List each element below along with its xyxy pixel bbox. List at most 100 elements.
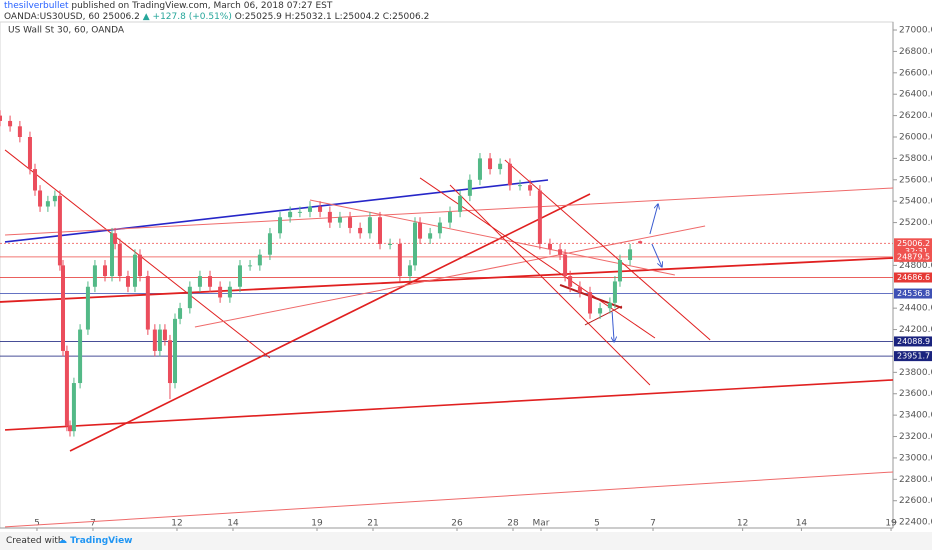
trend-line [584, 305, 623, 326]
trend-line [5, 187, 894, 236]
candle-body [388, 243, 393, 245]
candle-body [103, 265, 108, 277]
arrow [651, 243, 662, 267]
y-tick-label: 26200.0 [899, 111, 932, 121]
candle-body [348, 217, 353, 228]
candle-body [57, 195, 62, 266]
price-label-box [894, 351, 932, 362]
candle-body [113, 233, 118, 244]
candle-body [563, 254, 568, 277]
candle-body [377, 217, 382, 244]
candle-body [327, 211, 332, 223]
chart-title: US Wall St 30, 60, OANDA [8, 26, 125, 36]
price-label: 24088.9 [897, 337, 930, 346]
candle-body [33, 169, 38, 191]
brand-name: TradingView [70, 536, 133, 546]
candle-body [577, 286, 582, 293]
candle-body [612, 281, 617, 303]
y-tick-label: 25600.0 [899, 175, 932, 185]
candle-body [558, 249, 563, 255]
y-tick-label: 23200.0 [899, 432, 932, 442]
price-label: 24536.8 [897, 289, 930, 298]
author[interactable]: thesilverbullet [4, 1, 69, 11]
candle-body [237, 265, 242, 287]
candle-body [218, 286, 223, 298]
candle-body [638, 241, 643, 244]
candle-body [397, 243, 402, 277]
candle-body [358, 227, 363, 234]
y-tick-label: 26600.0 [899, 68, 932, 78]
candle-body [307, 206, 312, 212]
candle-body [537, 190, 542, 244]
x-tick-label: 21 [367, 519, 378, 529]
candle-body [628, 249, 633, 261]
candle-body [367, 217, 372, 234]
candle-body [45, 201, 50, 207]
candle-body [52, 195, 57, 202]
candle-body [448, 211, 453, 223]
candle-body [288, 211, 293, 218]
price-label: 24686.6 [897, 273, 930, 282]
price-label-box [894, 288, 932, 299]
last: 25006.2 [102, 12, 140, 22]
price-label-box [894, 238, 932, 249]
quote-line: OANDA:US30USD, 60 25006.2 ▲ +127.8 (+0.5… [4, 12, 429, 23]
y-tick-label: 26400.0 [899, 90, 932, 100]
x-tick-label: 12 [737, 519, 748, 529]
trend-line [4, 179, 549, 243]
candle-body [110, 233, 115, 277]
x-tick-label: Mar [533, 519, 550, 529]
trend-line [449, 184, 651, 386]
y-tick-label: 27000.0 [899, 26, 932, 36]
candle-body [477, 158, 482, 180]
candle-body [38, 190, 43, 207]
candle-body [607, 302, 612, 309]
y-tick-label: 25400.0 [899, 197, 932, 207]
brand[interactable]: ☁ TradingView [58, 536, 133, 546]
candle-body [68, 425, 73, 432]
price-label-box [894, 251, 932, 262]
x-tick-label: 5 [34, 519, 40, 529]
trend-line [69, 193, 591, 452]
candle-body [257, 254, 262, 266]
candle-body [412, 222, 417, 266]
candle-body [418, 222, 423, 239]
candle-body [528, 185, 533, 191]
candle-body [507, 163, 512, 186]
y-tick-label: 23400.0 [899, 411, 932, 421]
candle-body [227, 286, 232, 298]
x-tick-label: 14 [796, 519, 808, 529]
candle-body [162, 329, 167, 341]
trend-line [309, 199, 675, 276]
ohlc: O:25025.9 H:25032.1 L:25004.2 C:25006.2 [234, 12, 430, 22]
candle-body [208, 276, 213, 287]
created-with: Created with [6, 536, 64, 546]
candle-body [248, 265, 253, 267]
x-tick-label: 12 [171, 519, 182, 529]
candle-body [27, 137, 32, 170]
countdown: 32:31 [905, 247, 928, 256]
trend-line [5, 471, 894, 528]
candle-body [598, 308, 603, 314]
candle-body [617, 260, 622, 282]
candle-body [8, 120, 13, 127]
chart: US Wall St 30, 60, OANDA 27000.0 26800.0 2… [0, 21, 932, 531]
candle-body [0, 115, 2, 121]
candle-body [173, 318, 178, 384]
y-tick-label: 24800.0 [899, 261, 932, 271]
candle-body [197, 276, 202, 287]
y-tick-label: 26800.0 [899, 47, 932, 57]
candle-body [278, 217, 283, 234]
candle-body [467, 179, 472, 196]
candle-body [157, 329, 162, 351]
x-tick-label: 19 [885, 519, 897, 529]
candle-body [64, 350, 69, 426]
y-tick-label: 23800.0 [899, 368, 932, 378]
candle-body [547, 243, 552, 250]
candle-body [428, 233, 433, 239]
candle-body [318, 206, 323, 212]
change: ▲ +127.8 (+0.51%) [142, 12, 232, 22]
candle-body [132, 254, 137, 287]
header: thesilverbullet published on TradingView… [4, 1, 429, 23]
candle-body [125, 276, 130, 287]
